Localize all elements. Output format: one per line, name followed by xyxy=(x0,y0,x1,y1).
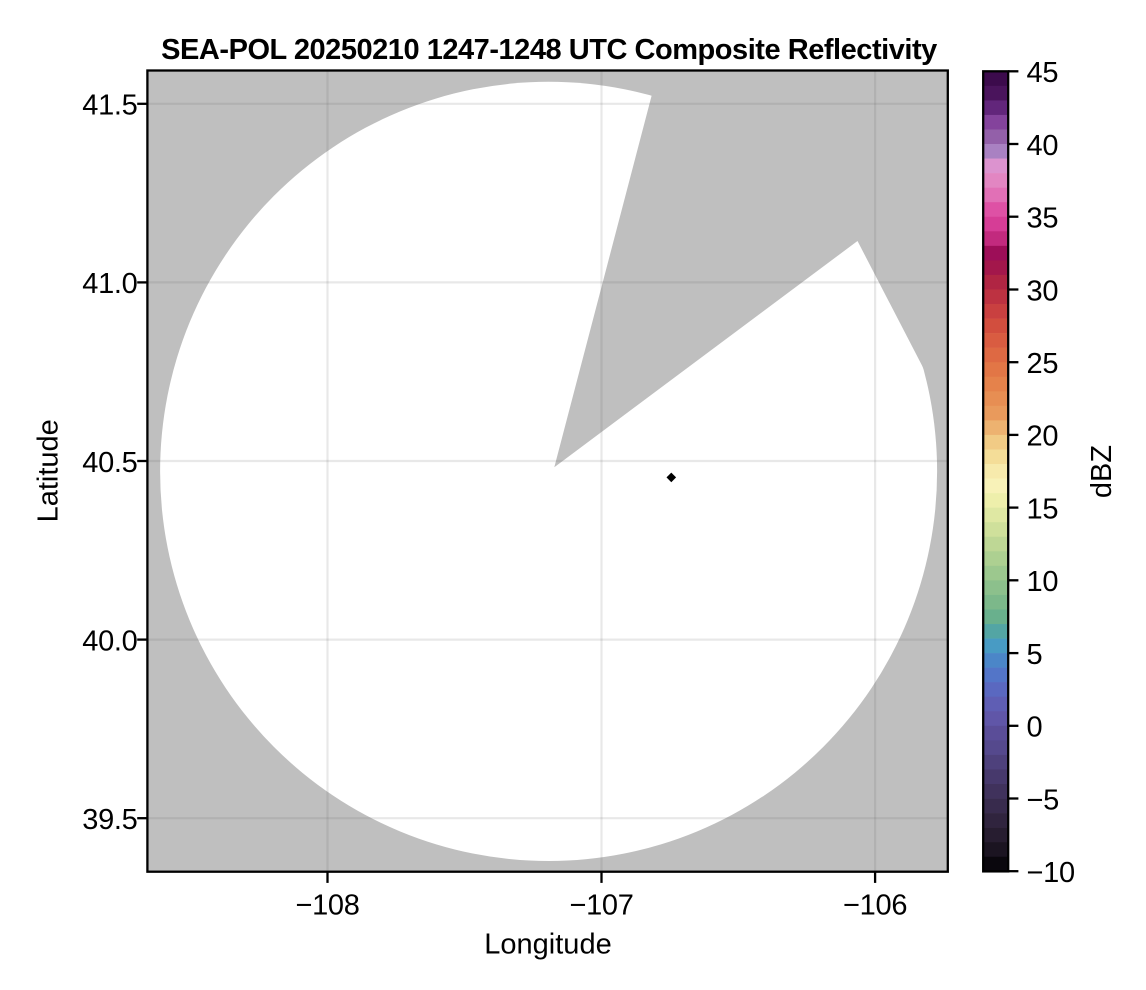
svg-text:40.5: 40.5 xyxy=(82,447,137,479)
svg-text:15: 15 xyxy=(1027,493,1059,525)
svg-text:40: 40 xyxy=(1027,130,1059,162)
svg-text:0: 0 xyxy=(1027,712,1043,744)
svg-text:−5: −5 xyxy=(1027,784,1059,816)
svg-text:−108: −108 xyxy=(295,890,359,922)
svg-text:SEA-POL 20250210 1247-1248 UTC: SEA-POL 20250210 1247-1248 UTC Composite… xyxy=(161,34,937,66)
svg-text:30: 30 xyxy=(1027,275,1059,307)
svg-text:41.0: 41.0 xyxy=(82,268,137,300)
svg-text:10: 10 xyxy=(1027,566,1059,598)
svg-text:−106: −106 xyxy=(843,890,907,922)
svg-text:dBZ: dBZ xyxy=(1086,445,1118,498)
svg-text:Longitude: Longitude xyxy=(484,929,611,961)
svg-text:41.5: 41.5 xyxy=(82,90,137,122)
svg-text:−10: −10 xyxy=(1027,857,1075,889)
svg-text:5: 5 xyxy=(1027,639,1043,671)
svg-text:25: 25 xyxy=(1027,348,1059,380)
svg-text:45: 45 xyxy=(1027,57,1059,89)
svg-text:40.0: 40.0 xyxy=(82,625,137,657)
svg-text:35: 35 xyxy=(1027,203,1059,235)
svg-text:Latitude: Latitude xyxy=(33,419,65,522)
svg-text:−107: −107 xyxy=(569,890,633,922)
svg-text:39.5: 39.5 xyxy=(82,804,137,836)
svg-text:20: 20 xyxy=(1027,421,1059,453)
